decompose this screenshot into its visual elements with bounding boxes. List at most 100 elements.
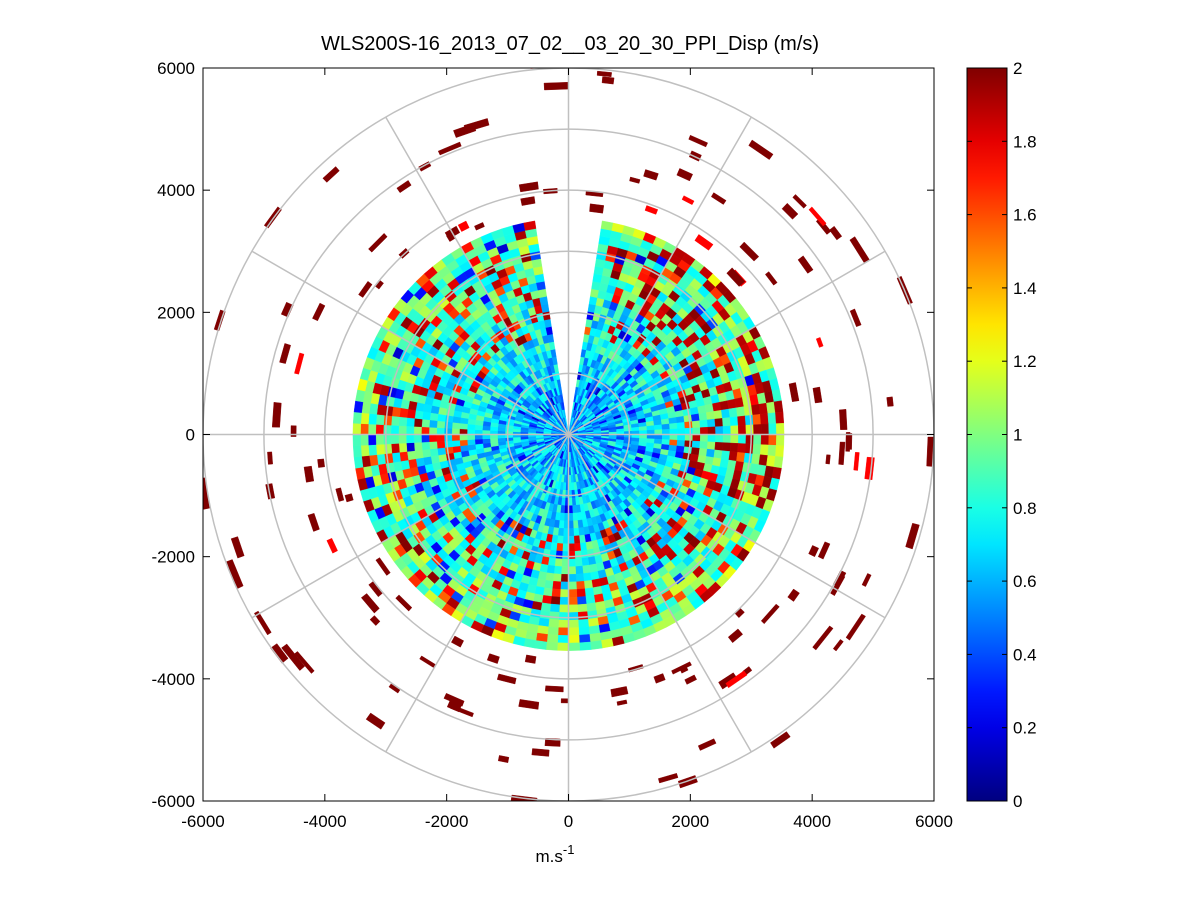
ppi-cell [586, 610, 598, 620]
ppi-outer-cell [497, 755, 510, 763]
ppi-cell [466, 434, 476, 441]
ppi-cell [548, 618, 560, 628]
ppi-outer-cell [770, 731, 791, 749]
ppi-cell [414, 409, 424, 420]
ppi-cell [560, 566, 569, 575]
ppi-cell [406, 450, 416, 461]
ppi-outer-cell [697, 738, 717, 751]
ppi-cell [589, 640, 603, 650]
ppi-cell [577, 611, 589, 621]
ppi-outer-cell [832, 570, 847, 588]
x-axis-label: m.s-1 [536, 842, 575, 866]
ppi-cell [375, 443, 385, 455]
ppi-cell [568, 589, 578, 598]
y-tick-label: 0 [186, 426, 195, 445]
ppi-cell [421, 426, 430, 435]
ppi-cell [729, 416, 739, 427]
ppi-cell [544, 579, 554, 590]
ppi-cell [715, 426, 724, 435]
ppi-outer-cell [643, 169, 659, 181]
colorbar-scale [967, 68, 1007, 801]
ppi-cell [428, 441, 438, 450]
ppi-cell [421, 441, 431, 451]
ppi-cell [549, 603, 560, 613]
ppi-cell [683, 414, 693, 423]
ppi-cell [390, 424, 400, 435]
colorbar-tick-label: 0.4 [1013, 645, 1037, 664]
ppi-cell [579, 542, 587, 552]
ppi-cell [752, 414, 762, 426]
ppi-outer-cell [474, 222, 485, 231]
ppi-cell [573, 535, 581, 544]
ppi-cell [767, 444, 777, 457]
ppi-outer-cell [684, 674, 697, 685]
x-tick-label: -6000 [181, 812, 224, 831]
ppi-outer-cell [486, 653, 500, 664]
ppi-cell [582, 572, 592, 582]
ppi-cell [568, 566, 577, 575]
ppi-outer-cell [375, 557, 391, 576]
ppi-cell [573, 527, 580, 537]
ppi-cell [558, 604, 569, 613]
ppi-cell [575, 573, 585, 583]
ppi-outer-cell [443, 693, 465, 707]
ppi-cell [722, 442, 731, 452]
ppi-cell [697, 405, 707, 415]
ppi-cell [568, 535, 575, 545]
ppi-outer-cell [760, 603, 780, 625]
ppi-cell [773, 456, 784, 469]
ppi-cell [568, 543, 575, 552]
ppi-outer-cell [524, 654, 537, 664]
ppi-cell [391, 406, 401, 417]
ppi-outer-cell [739, 241, 760, 262]
ppi-cell [661, 428, 671, 435]
ppi-outer-cell [395, 594, 413, 612]
ppi-outer-cell [815, 337, 824, 348]
ppi-cell [576, 588, 586, 598]
ppi-cell [568, 619, 579, 629]
ppi-cell [706, 418, 716, 428]
ppi-cell [384, 405, 394, 417]
ppi-cell [752, 443, 762, 455]
ppi-cell [444, 446, 454, 455]
ppi-cell [459, 428, 468, 435]
ppi-cell [360, 423, 369, 435]
ppi-cell [690, 413, 700, 422]
ppi-cell [451, 439, 461, 447]
ppi-cell [691, 440, 701, 449]
ppi-cell [558, 619, 569, 629]
ppi-cell [699, 434, 709, 443]
y-tick-label: 6000 [157, 59, 195, 78]
ppi-cell [436, 434, 445, 442]
ppi-cell [577, 618, 589, 628]
ppi-cell [689, 406, 700, 416]
ppi-cell [559, 589, 569, 598]
x-tick-label: 2000 [671, 812, 709, 831]
ppi-cell [352, 422, 362, 435]
ppi-outer-cell [358, 281, 373, 298]
ppi-cell [384, 452, 394, 464]
ppi-cell [443, 427, 453, 435]
ppi-cell [623, 427, 633, 432]
ppi-cell [560, 573, 569, 583]
ppi-cell [376, 404, 386, 416]
ppi-cell [736, 452, 746, 463]
ppi-cell [550, 596, 561, 605]
polar-grid [203, 68, 934, 801]
ppi-cell [523, 220, 537, 231]
ppi-cell [721, 450, 731, 461]
ppi-cell [421, 448, 431, 458]
ppi-cell [375, 434, 384, 445]
ppi-cell [575, 580, 585, 590]
ppi-cell [573, 542, 581, 552]
ppi-cell [753, 424, 762, 435]
ppi-outer-cell [326, 538, 338, 554]
ppi-cell [474, 438, 484, 445]
ppi-outer-cell [765, 271, 778, 286]
colorbar-ticks: 2 1.8 1.6 1.4 1.2 1 0.8 0.6 0.4 0.2 0 [967, 59, 1037, 811]
ppi-cell [413, 426, 422, 435]
ppi-cell [692, 434, 701, 442]
colorbar-tick-label: 0.2 [1013, 719, 1037, 738]
ppi-cell [428, 426, 438, 435]
ppi-cell [699, 441, 709, 450]
